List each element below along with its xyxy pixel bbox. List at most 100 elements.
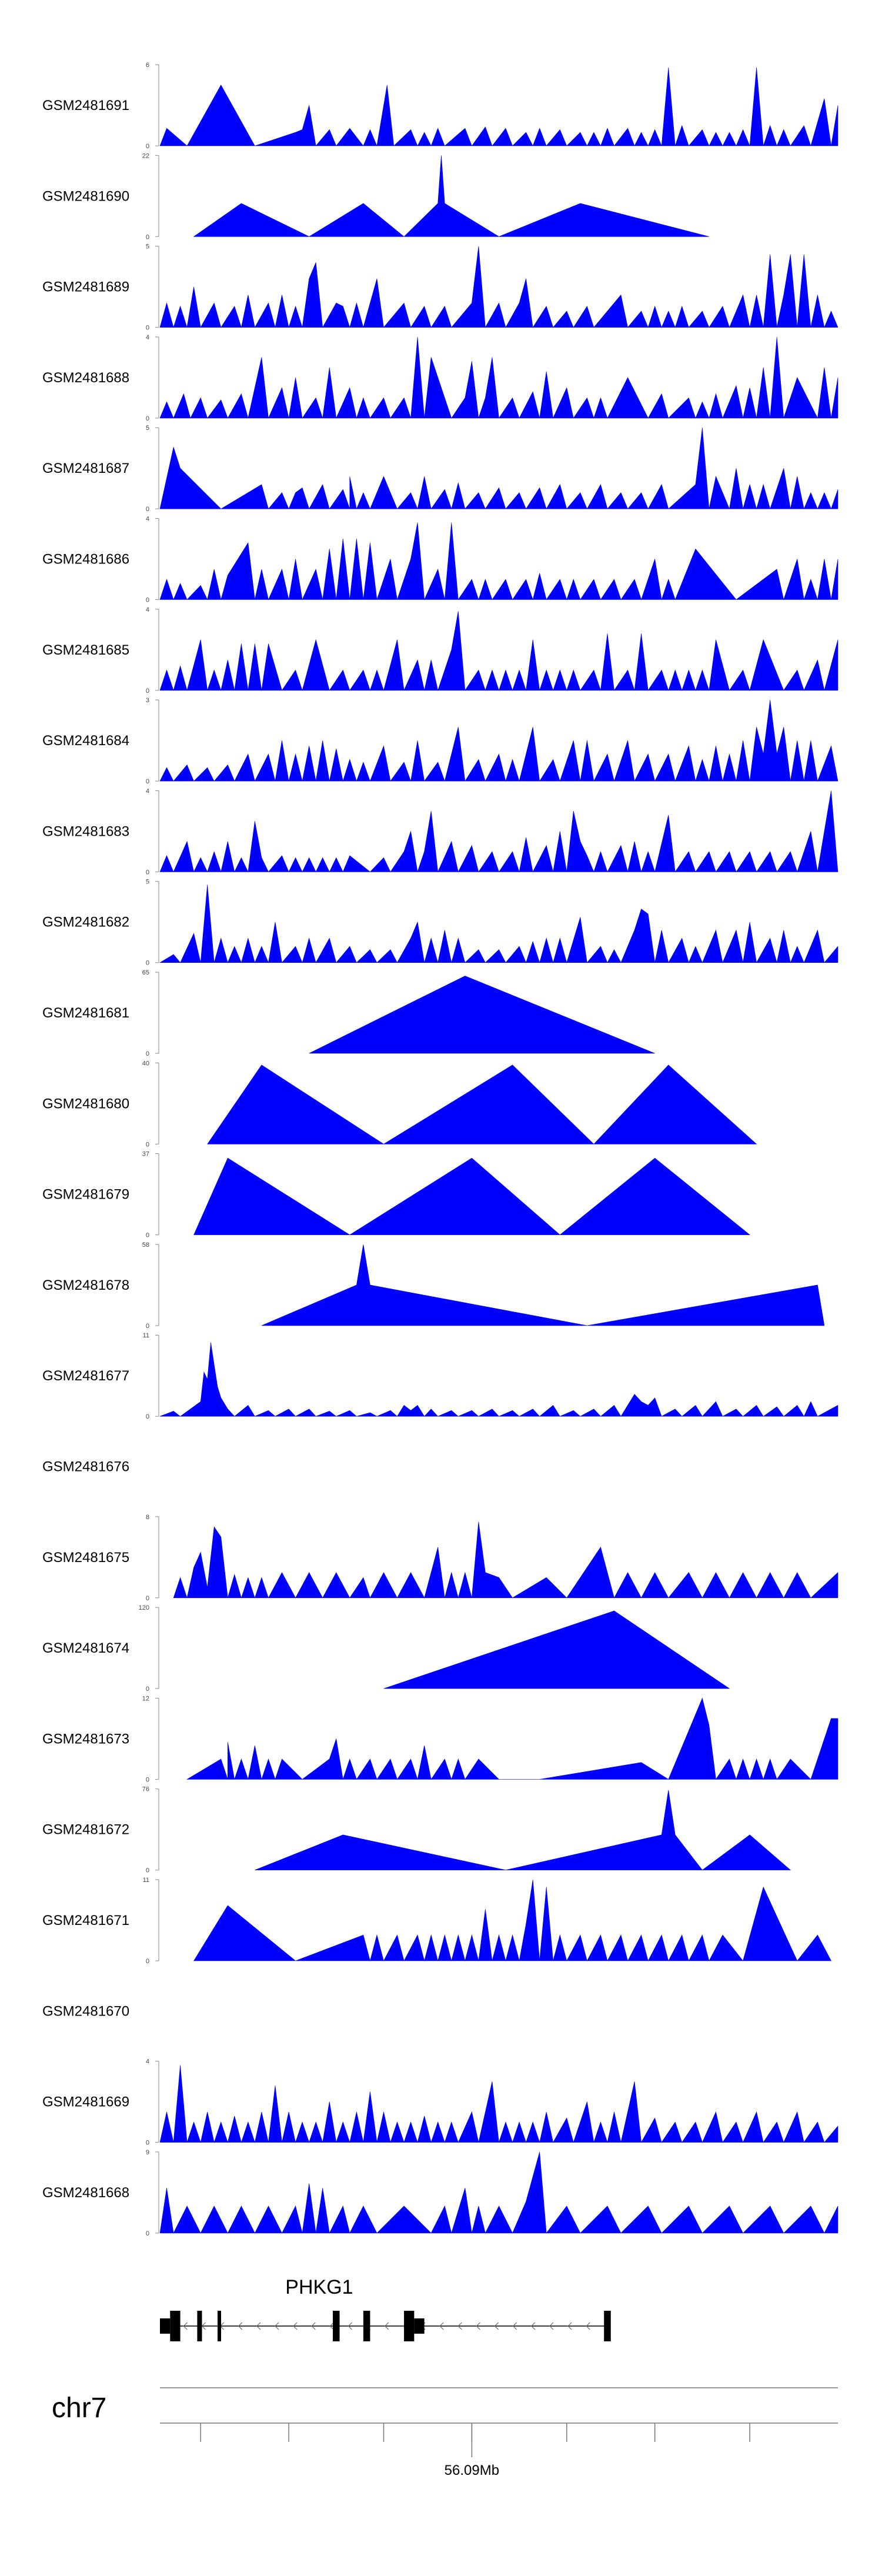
signal-area: [261, 1244, 825, 1326]
chromosome-label: chr7: [52, 2393, 106, 2424]
gene-exon: [197, 2311, 202, 2341]
strand-arrow-icon: [439, 2322, 444, 2330]
track-label: GSM2481673: [42, 1731, 129, 1747]
strand-arrow-icon: [476, 2322, 480, 2330]
track-label: GSM2481689: [42, 279, 129, 295]
gene-exon: [404, 2311, 415, 2341]
y-axis-zero-label: 0: [146, 688, 149, 695]
gene-exon: [218, 2311, 222, 2341]
signal-area: [159, 246, 838, 328]
signal-area: [207, 1065, 757, 1144]
gene-annotation-track: PHKG1: [160, 2276, 611, 2341]
y-axis-zero-label: 0: [146, 233, 149, 241]
track-label: GSM2481670: [42, 2003, 129, 2019]
track-label: GSM2481681: [42, 1005, 129, 1021]
strand-arrow-icon: [238, 2322, 243, 2330]
y-axis-zero-label: 0: [146, 325, 149, 332]
gene-exon: [160, 2318, 171, 2334]
track-label: GSM2481677: [42, 1368, 129, 1384]
strand-arrow-icon: [384, 2322, 389, 2330]
signal-area: [159, 790, 838, 873]
strand-arrow-icon: [275, 2322, 279, 2330]
track-label: GSM2481672: [42, 1822, 129, 1838]
y-axis-max-label: 3: [146, 697, 149, 704]
y-axis-max-label: 40: [142, 1060, 149, 1067]
y-axis-zero-label: 0: [146, 143, 149, 150]
track-GSM2481677: GSM2481677 11 0: [42, 1332, 838, 1420]
y-axis-max-label: 12: [142, 1695, 149, 1702]
signal-area: [383, 1610, 730, 1689]
y-axis-zero-label: 0: [146, 1958, 149, 1965]
y-axis-max-label: 5: [146, 425, 149, 432]
signal-area: [193, 1157, 750, 1235]
y-axis-zero-label: 0: [146, 1867, 149, 1874]
track-GSM2481684: GSM2481684 3 0: [42, 697, 838, 785]
track-GSM2481685: GSM2481685 4 0: [42, 606, 838, 695]
track-GSM2481690: GSM2481690 22 0: [42, 152, 709, 241]
signal-area: [193, 1879, 831, 1962]
signal-area: [159, 336, 838, 419]
y-axis-max-label: 4: [146, 516, 149, 523]
track-GSM2481678: GSM2481678 58 0: [42, 1242, 825, 1330]
strand-arrow-icon: [183, 2322, 188, 2330]
y-axis-max-label: 5: [146, 879, 149, 886]
y-axis-max-label: 4: [146, 788, 149, 795]
y-axis-zero-label: 0: [146, 415, 149, 422]
track-label: GSM2481682: [42, 915, 129, 930]
track-GSM2481674: GSM2481674 120 0: [42, 1604, 730, 1693]
signal-area: [159, 428, 838, 510]
signal-area: [159, 2151, 838, 2234]
track-GSM2481688: GSM2481688 4 0: [42, 334, 838, 422]
track-GSM2481669: GSM2481669 4 0: [42, 2058, 838, 2147]
track-GSM2481671: GSM2481671 11 0: [42, 1877, 831, 1965]
y-axis-max-label: 120: [139, 1604, 149, 1611]
gene-exon: [604, 2311, 611, 2341]
genome-axis-track: chr7 56.09Mb: [52, 2387, 838, 2478]
y-axis-max-label: 4: [146, 606, 149, 613]
track-GSM2481682: GSM2481682 5 0: [42, 879, 838, 967]
signal-area: [159, 700, 838, 782]
track-label: GSM2481669: [42, 2094, 129, 2110]
y-axis-zero-label: 0: [146, 1595, 149, 1602]
y-axis-max-label: 9: [146, 2149, 149, 2156]
y-axis-max-label: 11: [143, 1877, 149, 1884]
track-label: GSM2481678: [42, 1277, 129, 1293]
strand-arrow-icon: [586, 2322, 590, 2330]
y-axis-zero-label: 0: [146, 597, 149, 604]
signal-area: [309, 976, 655, 1054]
track-GSM2481691: GSM2481691 6 0: [42, 62, 838, 150]
y-axis-max-label: 58: [142, 1242, 149, 1249]
track-GSM2481689: GSM2481689 5 0: [42, 243, 838, 332]
y-axis-zero-label: 0: [146, 1323, 149, 1330]
y-axis-zero-label: 0: [146, 869, 149, 876]
track-GSM2481687: GSM2481687 5 0: [42, 425, 838, 513]
strand-arrow-icon: [311, 2322, 316, 2330]
track-label: GSM2481690: [42, 188, 129, 204]
signal-area: [159, 885, 838, 963]
y-axis-zero-label: 0: [146, 1686, 149, 1693]
signal-area: [159, 2065, 838, 2143]
gene-exon: [170, 2311, 181, 2341]
strand-arrow-icon: [329, 2322, 334, 2330]
track-label: GSM2481676: [42, 1459, 129, 1475]
track-label: GSM2481691: [42, 98, 129, 114]
y-axis-max-label: 8: [146, 1514, 149, 1521]
y-axis-zero-label: 0: [146, 1141, 149, 1148]
track-GSM2481670: GSM2481670: [42, 2003, 129, 2019]
track-label: GSM2481675: [42, 1550, 129, 1566]
y-axis-max-label: 4: [146, 2058, 149, 2066]
track-label: GSM2481687: [42, 461, 129, 476]
track-GSM2481686: GSM2481686 4 0: [42, 516, 838, 604]
y-axis-zero-label: 0: [146, 506, 149, 513]
track-GSM2481675: GSM2481675 8 0: [42, 1514, 838, 1602]
signal-area: [193, 155, 709, 237]
y-axis-zero-label: 0: [146, 1050, 149, 1057]
track-label: GSM2481685: [42, 642, 129, 658]
gene-name-label: PHKG1: [285, 2276, 353, 2298]
track-label: GSM2481671: [42, 1913, 129, 1928]
y-axis-zero-label: 0: [146, 778, 149, 785]
genome-coordinate-label: 56.09Mb: [445, 2462, 499, 2478]
strand-arrow-icon: [530, 2322, 536, 2330]
strand-arrow-icon: [256, 2322, 261, 2330]
